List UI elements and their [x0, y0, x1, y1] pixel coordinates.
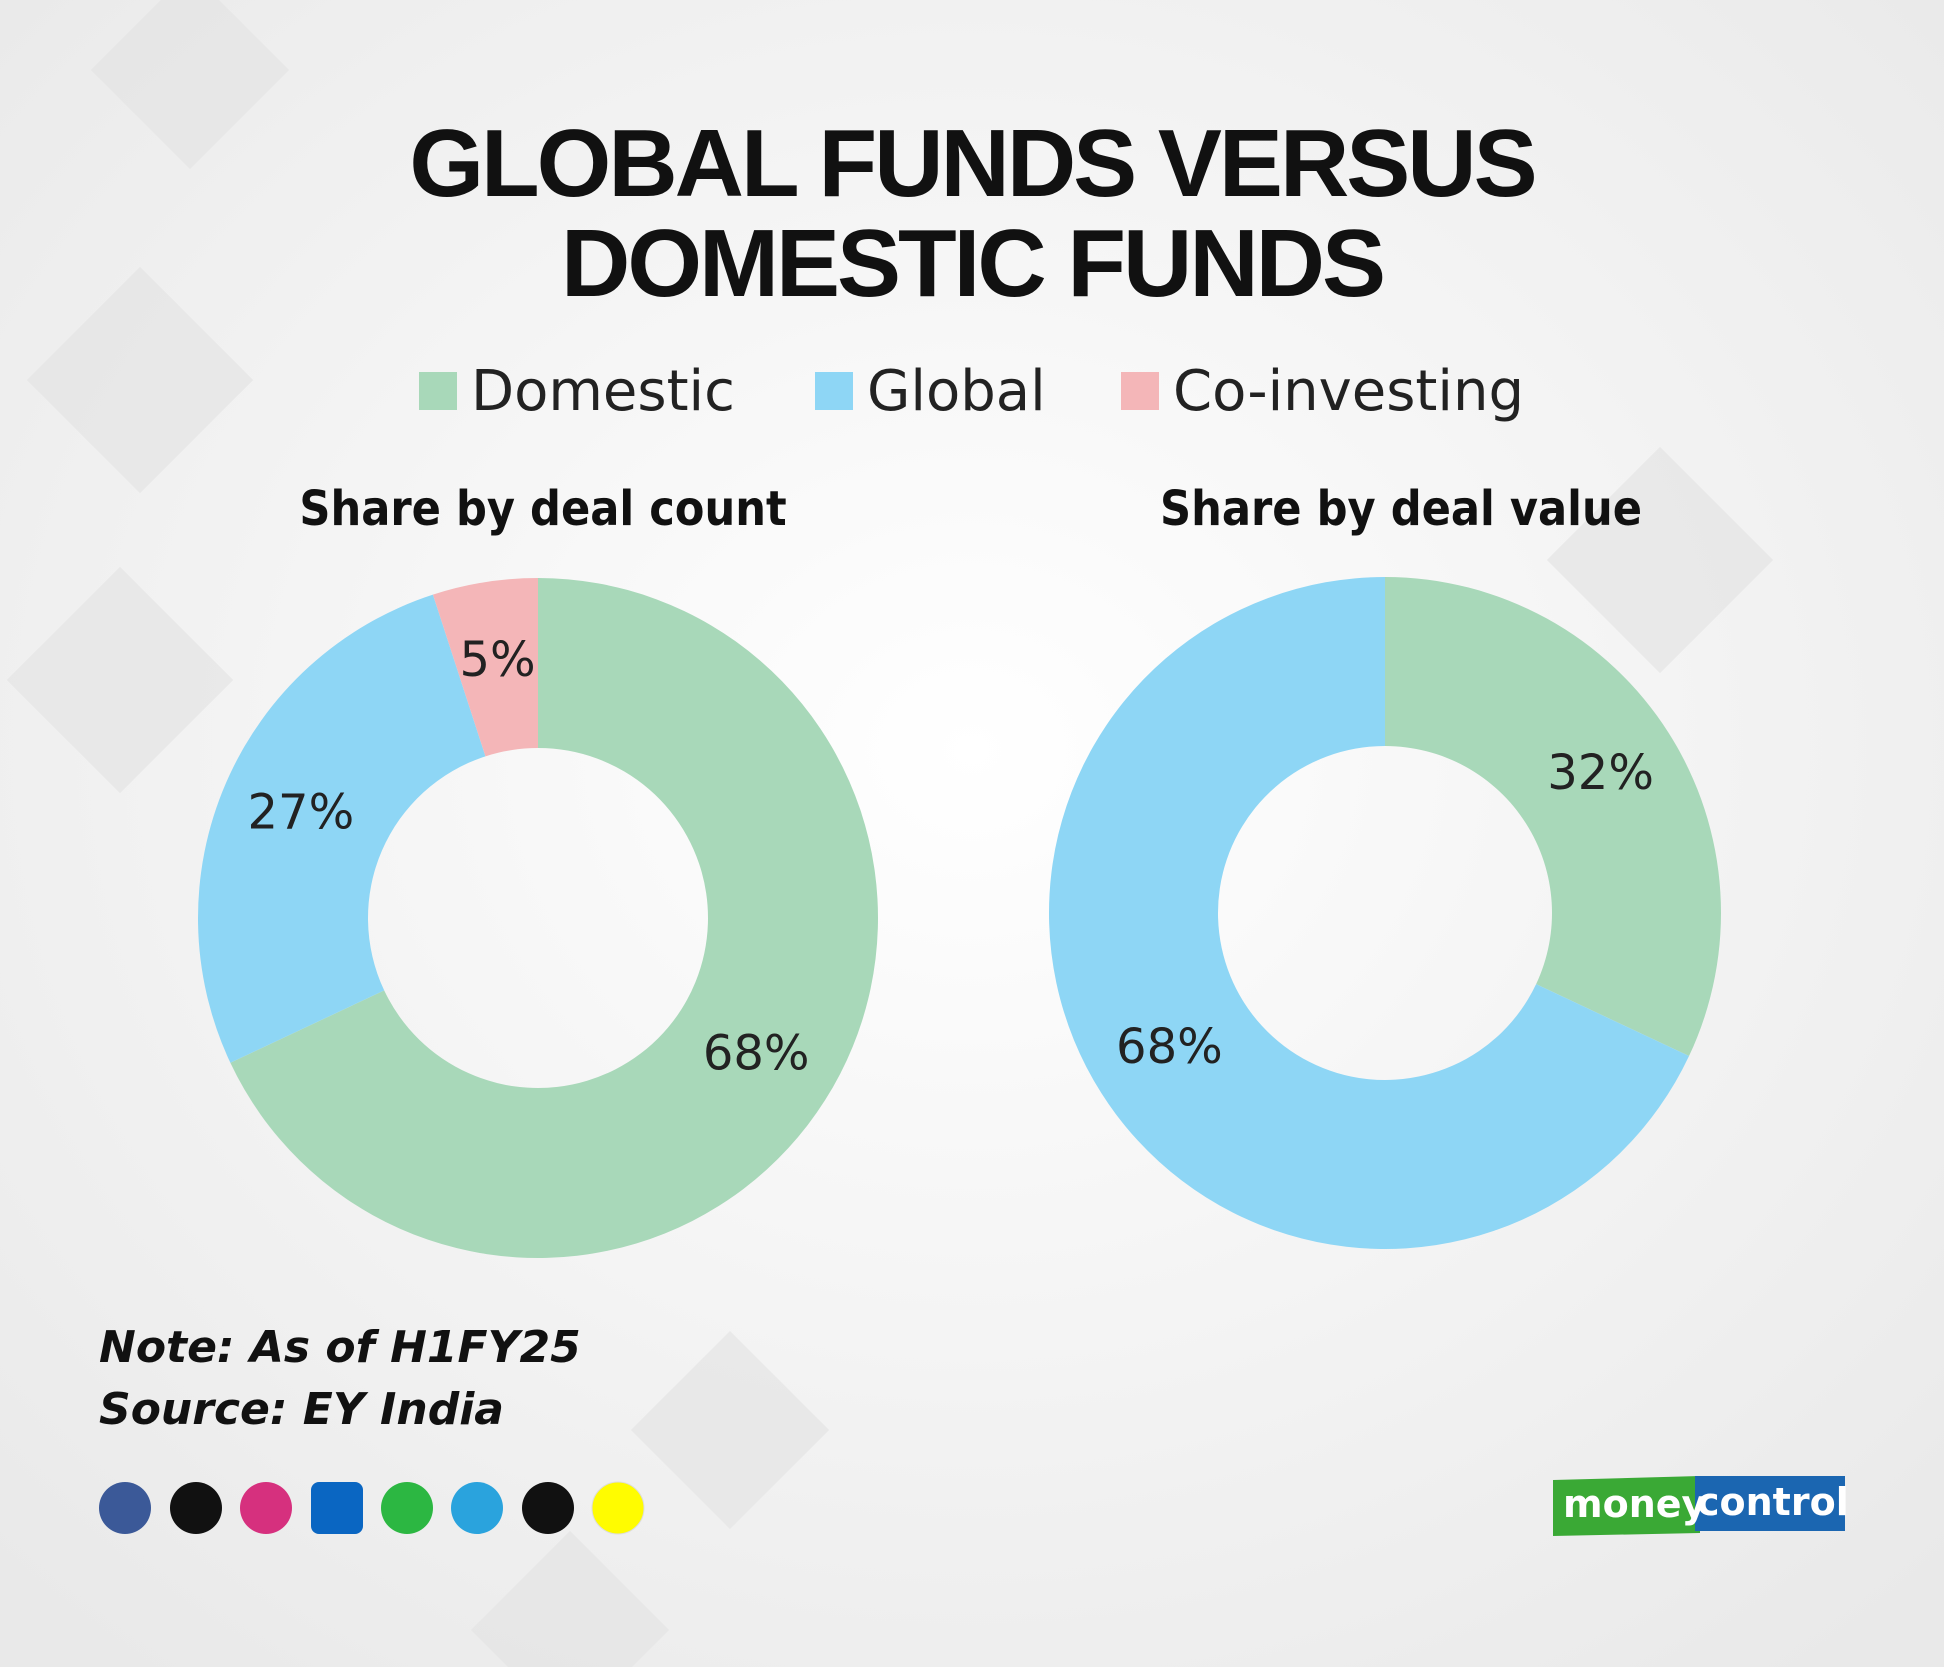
note: Note: As of H1FY25 — [99, 1322, 581, 1373]
brand-logo: money control — [1553, 1476, 1849, 1536]
donut-slice — [432, 578, 538, 757]
decor — [6, 0, 1774, 1667]
facebook-icon[interactable] — [99, 1482, 151, 1534]
legend-label: Domestic — [471, 359, 735, 424]
value-label: 68% — [1116, 1019, 1223, 1075]
legend-label: Global — [867, 359, 1046, 424]
threads-icon[interactable] — [522, 1482, 574, 1534]
brand-text: money — [1563, 1482, 1707, 1526]
whatsapp-icon[interactable] — [381, 1482, 433, 1534]
source: Source: EY India — [99, 1384, 504, 1435]
brand-text: control — [1697, 1480, 1849, 1524]
value-label: 5% — [459, 632, 535, 688]
donut-slice — [1385, 577, 1722, 1057]
brand-green — [1553, 1476, 1700, 1536]
legend-swatch — [419, 372, 457, 410]
chart-title: Share by deal value — [1160, 481, 1642, 537]
telegram-icon[interactable] — [451, 1482, 503, 1534]
legend-label: Co-investing — [1173, 359, 1524, 424]
legend-swatch — [815, 372, 853, 410]
legend-swatch — [1121, 372, 1159, 410]
value-label: 68% — [703, 1025, 810, 1081]
donut-slice — [197, 594, 486, 1063]
snapchat-icon[interactable] — [591, 1481, 645, 1535]
value-label: 32% — [1547, 745, 1654, 801]
instagram-icon[interactable] — [240, 1482, 292, 1534]
value-label: 27% — [248, 784, 355, 840]
linkedin-icon[interactable] — [311, 1482, 363, 1534]
title-line: DOMESTIC FUNDS — [561, 210, 1383, 317]
donut-slice — [1049, 577, 1690, 1249]
title-line: GLOBAL FUNDS VERSUS — [409, 110, 1534, 217]
social-icons — [99, 1481, 645, 1535]
chart-title: Share by deal count — [299, 481, 786, 537]
donut-slice — [230, 578, 879, 1258]
x-icon[interactable] — [170, 1482, 222, 1534]
brand-blue — [1695, 1476, 1845, 1531]
